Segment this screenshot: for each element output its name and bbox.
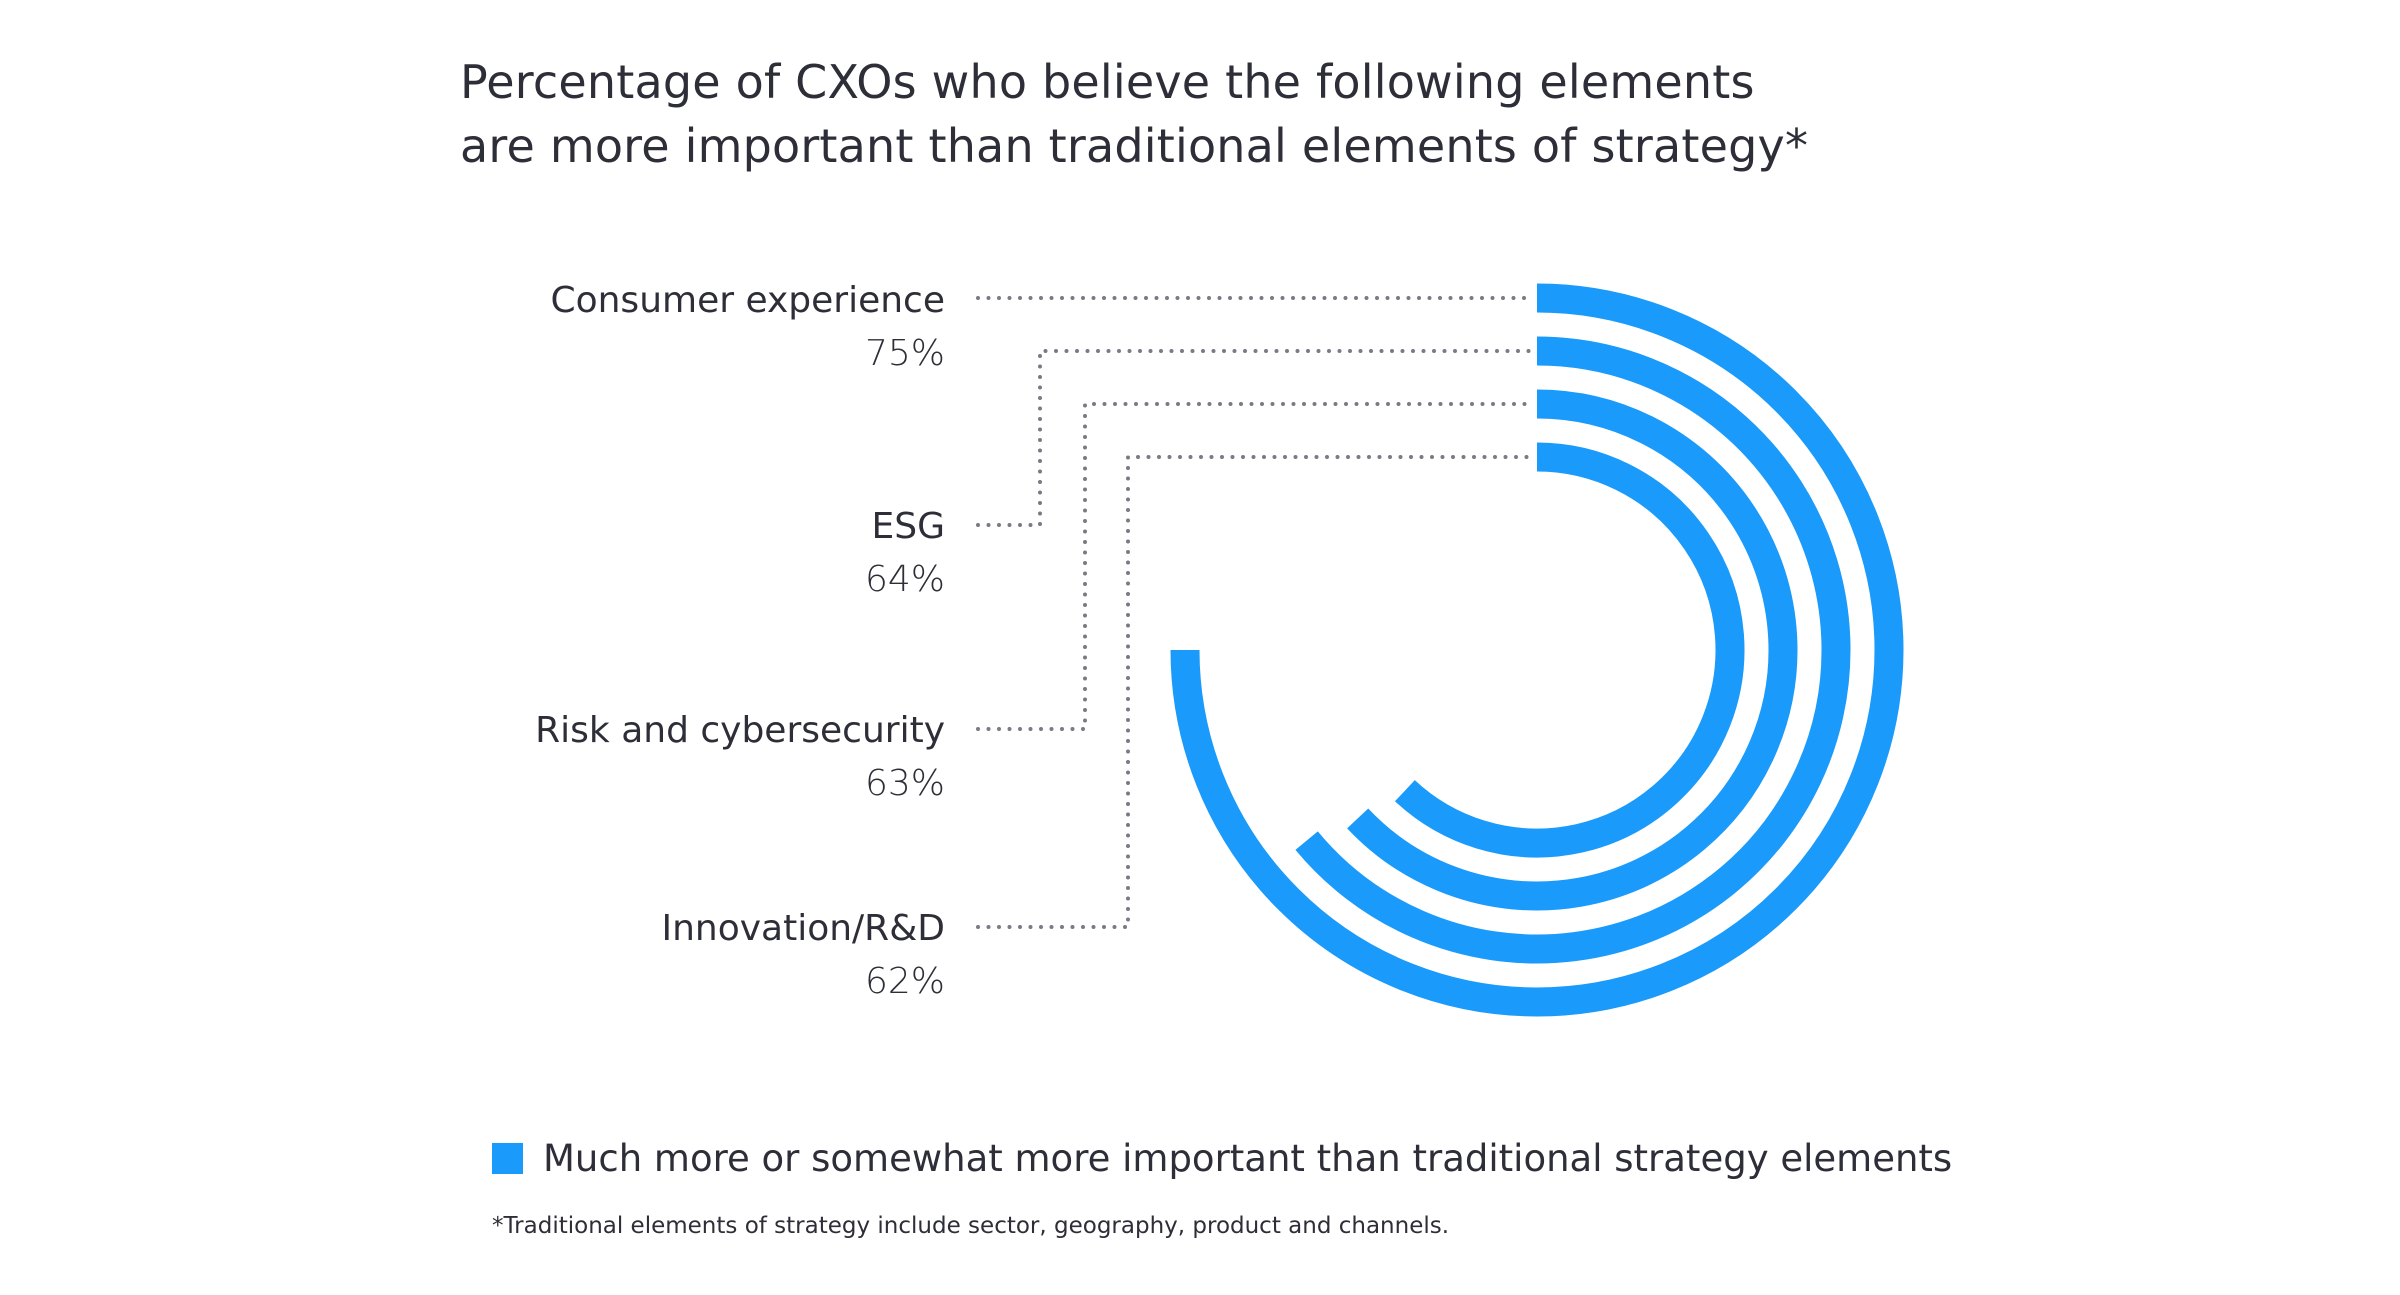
leader-line bbox=[976, 455, 1531, 929]
category-label: Innovation/R&D bbox=[661, 908, 945, 949]
value-label: 64% bbox=[865, 559, 945, 600]
category-label: Consumer experience bbox=[550, 280, 945, 321]
legend-swatch bbox=[492, 1143, 523, 1174]
arc-bars bbox=[1170, 283, 1904, 1017]
leader-lines bbox=[976, 296, 1531, 929]
category-label: Risk and cybersecurity bbox=[535, 710, 945, 751]
legend: Much more or somewhat more important tha… bbox=[492, 1137, 1952, 1180]
arc-bar-risk-and-cybersecurity bbox=[1347, 389, 1798, 911]
arc-bar-consumer-experience bbox=[1170, 283, 1904, 1017]
chart-title-line-1: Percentage of CXOs who believe the follo… bbox=[460, 55, 1755, 109]
value-label: 62% bbox=[865, 961, 945, 1002]
value-label: 75% bbox=[865, 333, 945, 374]
chart-title-line-2: are more important than traditional elem… bbox=[460, 119, 1809, 173]
footnote: *Traditional elements of strategy includ… bbox=[492, 1213, 1450, 1239]
arc-bar-esg bbox=[1295, 336, 1851, 964]
leader-line bbox=[976, 402, 1531, 731]
legend-label: Much more or somewhat more important tha… bbox=[543, 1137, 1953, 1180]
category-labels: Consumer experience 75% ESG 64% Risk and cyb… bbox=[535, 280, 945, 1002]
category-label: ESG bbox=[872, 506, 946, 547]
value-label: 63% bbox=[865, 763, 945, 804]
leader-line bbox=[976, 349, 1531, 527]
chart-title: Percentage of CXOs who believe the follo… bbox=[460, 50, 1808, 178]
arc-bar-innovation-r-d bbox=[1394, 442, 1745, 858]
